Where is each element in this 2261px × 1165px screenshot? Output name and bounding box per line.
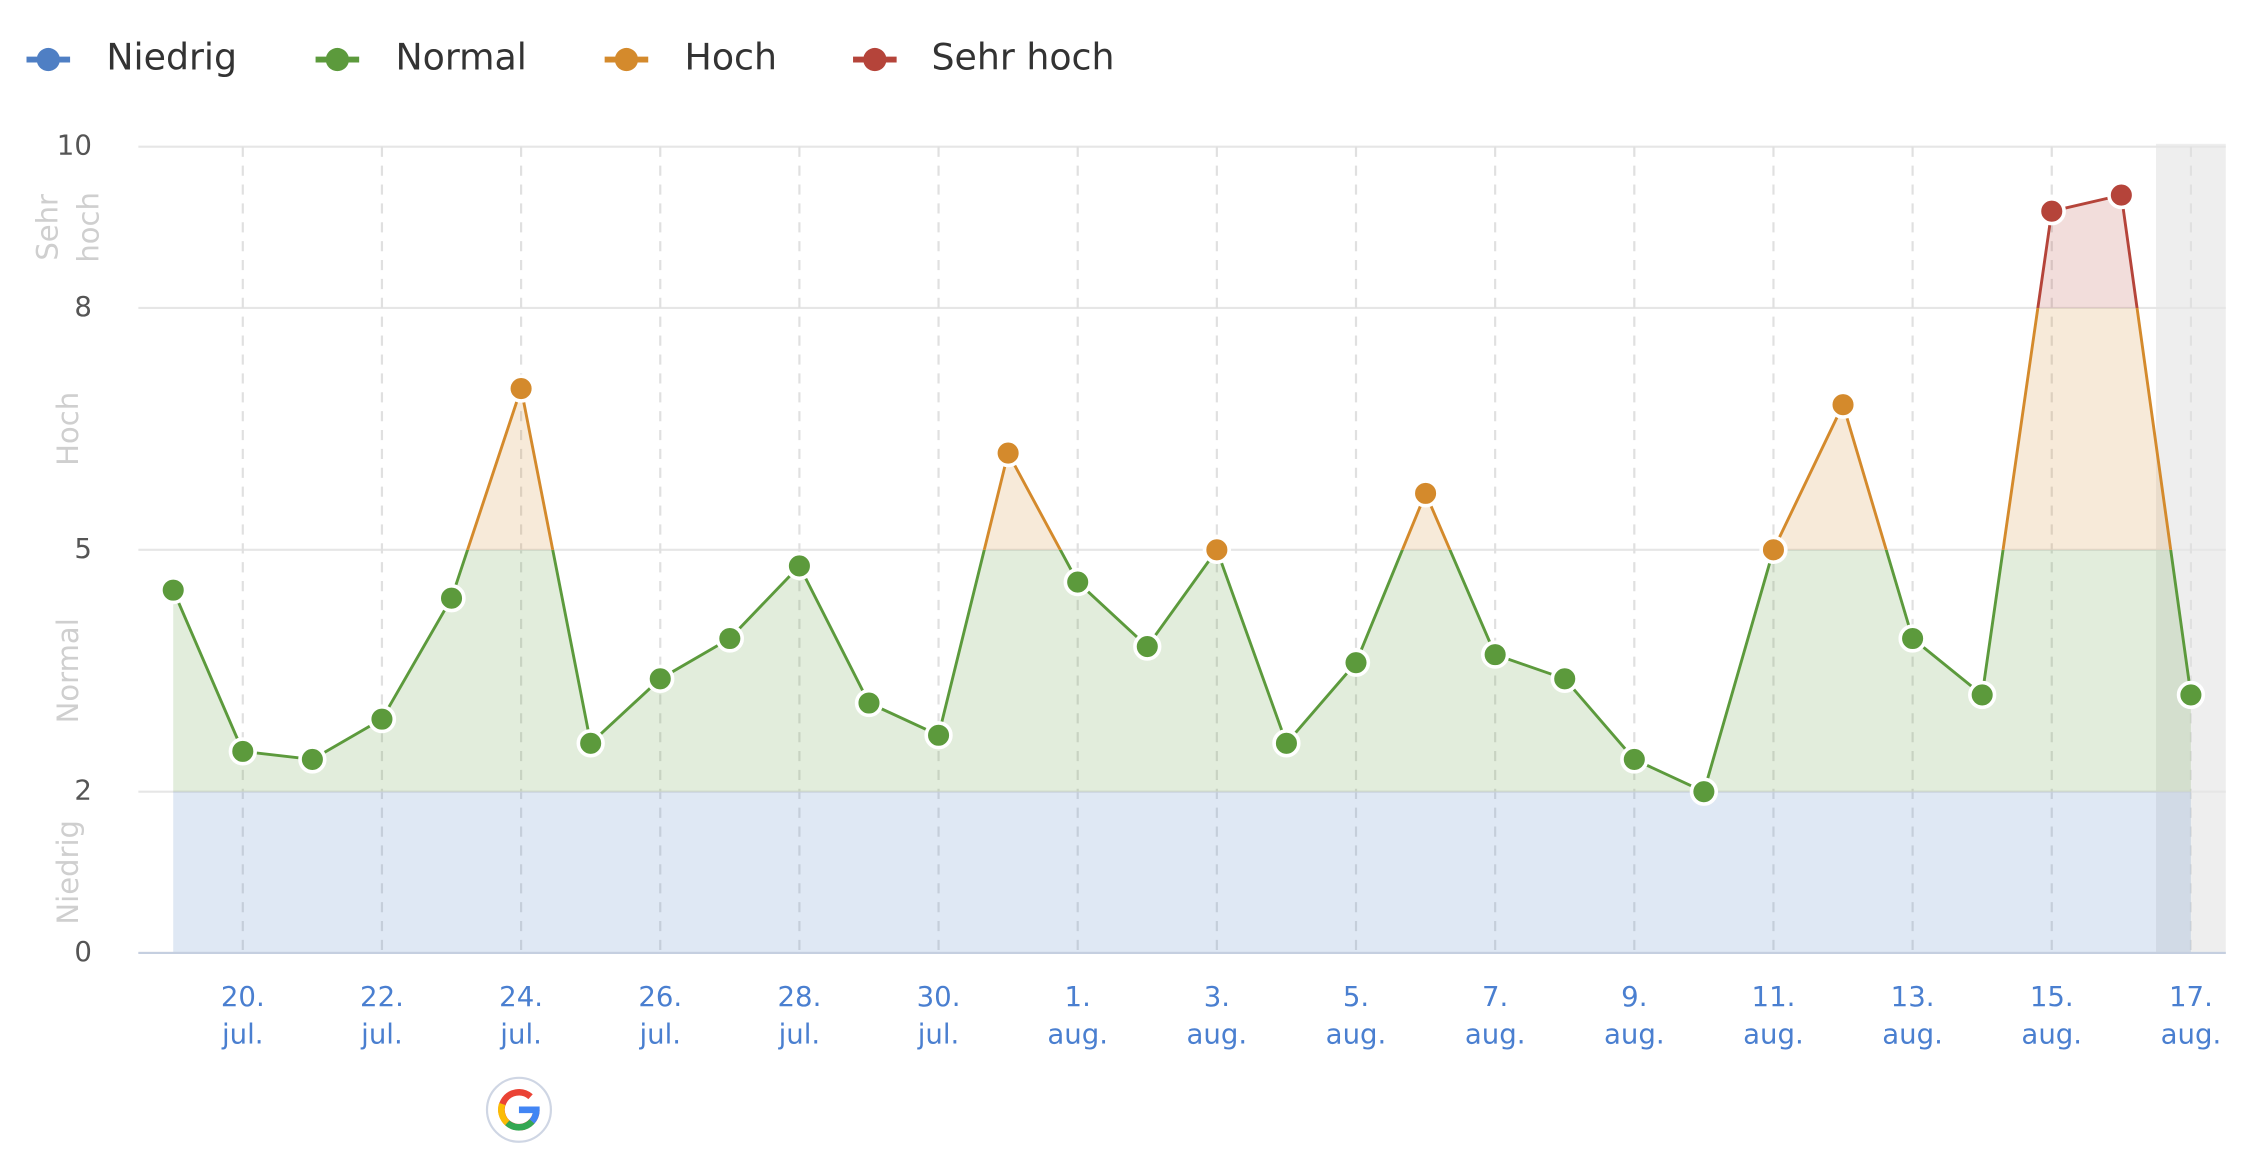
x-tick-label: 20. jul.: [221, 980, 265, 1051]
data-point[interactable]: [785, 551, 814, 581]
x-tick-label: 22. jul.: [360, 980, 404, 1051]
x-tick-label: 13. aug.: [1882, 980, 1943, 1051]
x-tick-label: 5. aug.: [1326, 980, 1387, 1051]
band-area: [173, 549, 2191, 792]
y-tick-label: 5: [74, 532, 92, 565]
data-point[interactable]: [646, 664, 675, 693]
band-axis-label: Normal: [51, 618, 85, 723]
data-point[interactable]: [1202, 535, 1232, 564]
legend-marker[interactable]: [614, 47, 639, 72]
y-tick-label: 8: [74, 290, 92, 323]
series-line: [171, 549, 2193, 792]
data-point[interactable]: [854, 688, 884, 718]
data-point[interactable]: [228, 737, 257, 766]
legend-label[interactable]: Normal: [395, 36, 526, 79]
band-area: [2037, 195, 2138, 308]
labels: 0 2 5 8 10 20. jul. 22. jul. 24. jul. 26. jul. 28. jul…: [26, 36, 2222, 1051]
points: [159, 180, 2206, 806]
data-point[interactable]: [993, 438, 1023, 468]
x-tick-label: 24. jul.: [499, 980, 543, 1051]
legend-label[interactable]: Hoch: [685, 36, 777, 79]
data-point[interactable]: [924, 721, 953, 750]
data-point[interactable]: [1550, 664, 1579, 693]
x-tick-label: 15. aug.: [2021, 980, 2082, 1051]
data-point[interactable]: [715, 624, 744, 653]
x-tick-label: 28. jul.: [777, 980, 821, 1051]
y-tick-label: 0: [74, 935, 92, 968]
x-tick-label: 17. aug.: [2161, 980, 2222, 1051]
data-point[interactable]: [1898, 624, 1927, 653]
data-point[interactable]: [1759, 535, 1788, 564]
band-axis-label: Sehr hoch: [31, 192, 106, 263]
google-update-icon[interactable]: [485, 1076, 552, 1143]
data-point[interactable]: [1828, 390, 1858, 419]
areas: [173, 195, 2191, 953]
data-point[interactable]: [1620, 745, 1649, 774]
y-tick-label: 10: [57, 129, 92, 162]
data-point[interactable]: [1411, 479, 1440, 508]
x-tick-label: 11. aug.: [1743, 980, 1804, 1051]
lines: [171, 193, 2193, 794]
data-point[interactable]: [1480, 640, 1510, 669]
data-point[interactable]: [1133, 632, 1162, 661]
x-tick-label: 3. aug.: [1187, 980, 1248, 1051]
x-tick-label: 1. aug.: [1047, 980, 1108, 1051]
grid: [138, 145, 2226, 955]
data-point[interactable]: [2176, 680, 2206, 710]
legend-label[interactable]: Sehr hoch: [931, 36, 1114, 79]
x-tick-label: 9. aug.: [1604, 980, 1665, 1051]
data-point[interactable]: [437, 584, 466, 613]
legend-marker[interactable]: [36, 47, 60, 72]
band-area: [173, 791, 2191, 953]
data-point[interactable]: [2107, 180, 2136, 210]
series-line: [466, 307, 2173, 550]
data-point[interactable]: [1689, 777, 1719, 806]
data-point[interactable]: [1063, 567, 1092, 597]
data-point[interactable]: [1968, 680, 1997, 710]
legend-label[interactable]: Niedrig: [106, 36, 237, 79]
band-axis-label: Hoch: [51, 392, 85, 466]
data-point[interactable]: [1341, 648, 1371, 677]
data-point[interactable]: [506, 374, 536, 403]
x-tick-label: 30. jul.: [917, 980, 961, 1051]
data-point[interactable]: [298, 745, 327, 774]
y-tick-label: 2: [74, 774, 92, 807]
data-point[interactable]: [576, 729, 605, 758]
x-tick-label: 26. jul.: [638, 980, 682, 1051]
legend-marker[interactable]: [863, 47, 887, 72]
band-axis-label: Niedrig: [51, 820, 85, 925]
x-tick-label: 7. aug.: [1465, 980, 1526, 1051]
data-point[interactable]: [1272, 729, 1301, 758]
data-point[interactable]: [367, 704, 397, 734]
data-point[interactable]: [2037, 197, 2066, 226]
legend-marker[interactable]: [325, 47, 349, 72]
data-point[interactable]: [159, 575, 188, 605]
